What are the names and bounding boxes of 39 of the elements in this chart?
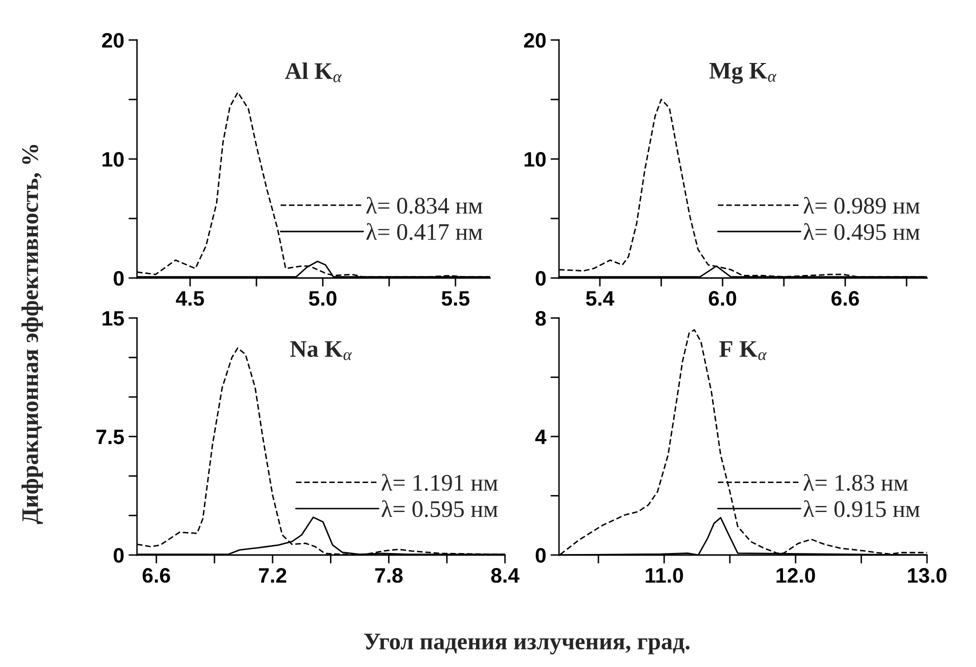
x-axis-title: Угол падения излучения, град.	[364, 634, 690, 654]
x-tick-label: 13.0	[908, 568, 946, 583]
x-tick-label: 5.4	[586, 291, 614, 306]
text: F K$_{α}$	[719, 341, 767, 360]
y-tick-label: 10	[524, 152, 546, 167]
y-tick-label: 10	[102, 152, 124, 167]
x-tick-label: 4.5	[176, 291, 204, 306]
text: Na K$_{α}$	[290, 341, 352, 360]
legend-label: λ= 1.83 нм	[804, 474, 908, 491]
x-tick-label: 6.6	[832, 291, 859, 306]
legend-label: λ= 0.595 нм	[382, 500, 498, 518]
text: Al K$_{α}$	[285, 62, 342, 82]
x-tick-label: 5.5	[442, 291, 470, 306]
legend-label: λ= 0.417 нм	[366, 223, 482, 240]
x-tick-label: 12.0	[776, 568, 815, 583]
y-tick-label: 20	[524, 33, 546, 48]
y-tick-label: 4	[535, 430, 546, 444]
y-axis-title: Дифракционная эффективность, %	[21, 144, 43, 524]
legend-label: λ= 0.495 нм	[804, 223, 920, 240]
y-tick-label: 0	[114, 271, 124, 286]
y-tick-label: 20	[102, 33, 124, 48]
legend-label: λ= 0.989 нм	[804, 196, 920, 214]
x-tick-label: 7.8	[375, 568, 403, 583]
x-tick-label: 6.0	[708, 291, 736, 306]
x-tick-label: 7.2	[258, 568, 286, 583]
y-tick-label: 0	[114, 548, 124, 563]
legend-label: λ= 0.834 нм	[366, 196, 482, 214]
x-tick-label: 6.6	[142, 568, 170, 583]
x-tick-label: 11.0	[646, 568, 683, 583]
x-tick-label: 8.4	[491, 568, 520, 583]
y-tick-label: 0	[536, 548, 546, 563]
legend-label: λ= 1.191 нм	[382, 474, 498, 491]
x-tick-label: 5.0	[308, 291, 336, 306]
y-tick-label: 15	[102, 311, 124, 326]
text: Mg K$_{α}$	[709, 63, 776, 84]
legend-label: λ= 0.915 нм	[804, 500, 920, 518]
y-tick-label: 8	[536, 311, 546, 326]
y-tick-label: 0	[536, 271, 546, 286]
y-tick-label: 7.5	[96, 430, 124, 444]
